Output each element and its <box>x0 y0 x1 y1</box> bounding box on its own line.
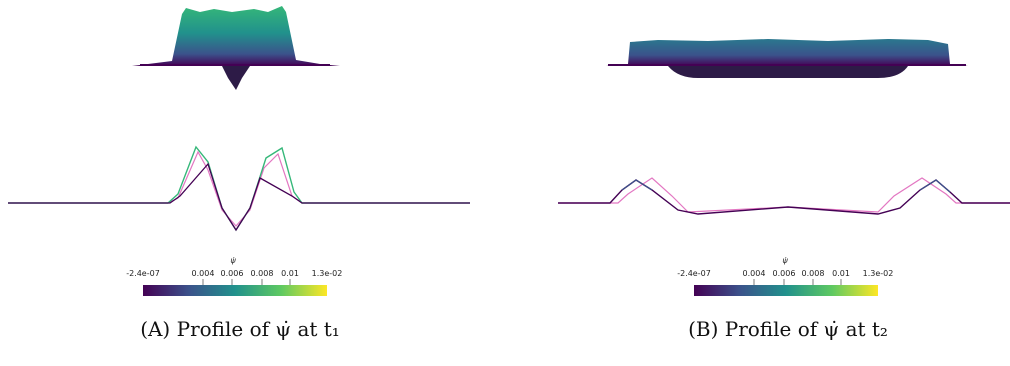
caption-b: (B) Profile of ψ̇ at t₂ <box>688 317 888 341</box>
simulation-curve-dark <box>8 162 470 232</box>
colorbar-tick: 0.006 <box>773 269 796 278</box>
line-profile <box>8 145 470 232</box>
surface-render <box>606 39 968 78</box>
panel-b: ψ̇ -2.4e-07 0.004 0.006 0.008 0.01 1.3e-… <box>548 0 1010 366</box>
panel-a-figure: ψ̇ -2.4e-07 0.004 0.006 0.008 0.01 1.3e-… <box>8 6 470 296</box>
colorbar-tick: 0.004 <box>192 269 215 278</box>
colorbar-tick: 0.008 <box>251 269 274 278</box>
colorbar-tick: 0.004 <box>743 269 766 278</box>
colorbar-title: ψ̇ <box>782 256 788 265</box>
colorbar-tick: 1.3e-02 <box>863 269 894 278</box>
colorbar: ψ̇ -2.4e-07 0.004 0.006 0.008 0.01 1.3e-… <box>677 256 893 296</box>
panel-b-figure: ψ̇ -2.4e-07 0.004 0.006 0.008 0.01 1.3e-… <box>558 39 1010 296</box>
colorbar-title: ψ̇ <box>230 256 236 265</box>
colorbar-gradient <box>694 285 878 296</box>
panel-a: ψ̇ -2.4e-07 0.004 0.006 0.008 0.01 1.3e-… <box>0 0 480 366</box>
colorbar-tick: -2.4e-07 <box>126 269 160 278</box>
colorbar-tick: 0.01 <box>281 269 299 278</box>
colorbar: ψ̇ -2.4e-07 0.004 0.006 0.008 0.01 1.3e-… <box>126 256 342 296</box>
colorbar-tick: 0.006 <box>221 269 244 278</box>
line-profile <box>558 177 1010 215</box>
surface-render <box>132 6 340 90</box>
colorbar-gradient <box>143 285 327 296</box>
colorbar-tick: 0.01 <box>832 269 850 278</box>
reference-curve <box>8 150 470 227</box>
colorbar-tick: 1.3e-02 <box>312 269 343 278</box>
colorbar-tick: 0.008 <box>802 269 825 278</box>
caption-a: (A) Profile of ψ̇ at t₁ <box>140 317 340 341</box>
simulation-curve <box>8 145 470 232</box>
colorbar-tick: -2.4e-07 <box>677 269 711 278</box>
